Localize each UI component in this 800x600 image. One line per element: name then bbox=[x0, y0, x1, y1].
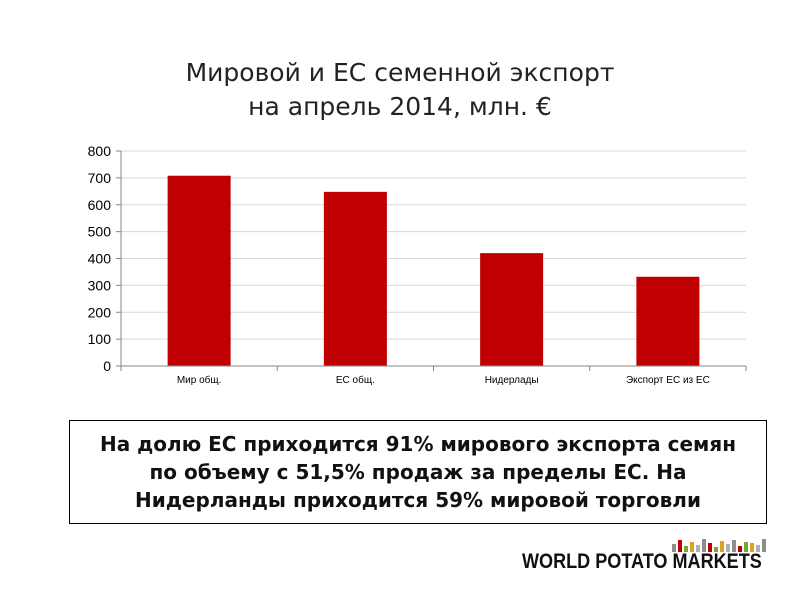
y-tick-label: 800 bbox=[88, 143, 112, 159]
y-tick-label: 600 bbox=[88, 197, 112, 213]
axes bbox=[120, 151, 747, 371]
y-tick-label: 200 bbox=[88, 304, 112, 320]
logo-bar bbox=[750, 543, 754, 552]
bars bbox=[167, 175, 700, 366]
logo-bar bbox=[690, 542, 694, 552]
logo-bar bbox=[708, 543, 712, 552]
logo-bar bbox=[720, 541, 724, 552]
y-tick-label: 400 bbox=[88, 251, 112, 267]
y-tick-label: 700 bbox=[88, 170, 112, 186]
bar bbox=[167, 175, 231, 366]
bar bbox=[480, 253, 544, 366]
logo-bars-icon bbox=[672, 539, 766, 552]
logo-bar bbox=[726, 544, 730, 552]
logo-bar bbox=[672, 544, 676, 552]
logo-bar bbox=[738, 546, 742, 552]
logo-bar bbox=[702, 539, 706, 552]
y-tick-label: 500 bbox=[88, 224, 112, 240]
x-tick-label: Мир общ. bbox=[177, 374, 222, 386]
logo-bar bbox=[684, 546, 688, 552]
logo-bar bbox=[732, 540, 736, 552]
x-tick-label: ЕС общ. bbox=[336, 374, 375, 386]
logo-bar bbox=[756, 545, 760, 552]
logo-text: WORLD POTATO MARKETS bbox=[522, 550, 762, 573]
chart-title: Мировой и ЕС семенной экспорт на апрель … bbox=[0, 56, 800, 124]
bar bbox=[636, 276, 700, 366]
x-tick-label: Нидерлады bbox=[485, 375, 539, 386]
logo-bar bbox=[696, 545, 700, 552]
bar-chart: 0 100 200 300 400 500 600 700 800 Мир общ. ЕС общ… bbox=[88, 143, 747, 386]
y-tick-label: 100 bbox=[88, 331, 112, 347]
summary-text: На долю ЕС приходится 91% мирового экспо… bbox=[99, 432, 737, 512]
x-tick-label: Экспорт ЕС из ЕС bbox=[626, 375, 710, 386]
chart-title-line-1: Мировой и ЕС семенной экспорт bbox=[185, 58, 615, 87]
y-tick-label: 0 bbox=[103, 358, 111, 374]
logo-bar bbox=[714, 547, 718, 552]
y-axis-tick-labels: 0 100 200 300 400 500 600 700 800 bbox=[88, 143, 112, 374]
logo-bar bbox=[678, 540, 682, 552]
summary-box: На долю ЕС приходится 91% мирового экспо… bbox=[69, 420, 767, 524]
y-tick-label: 300 bbox=[88, 277, 112, 293]
logo-bar bbox=[762, 539, 766, 552]
world-potato-markets-logo: WORLD POTATO MARKETS bbox=[522, 538, 772, 578]
logo-bar bbox=[744, 542, 748, 552]
bar bbox=[323, 191, 387, 366]
chart-title-line-2: на апрель 2014, млн. € bbox=[248, 92, 552, 121]
x-axis-tick-labels: Мир общ. ЕС общ. Нидерлады Экспорт ЕС из ЕС bbox=[177, 374, 710, 386]
